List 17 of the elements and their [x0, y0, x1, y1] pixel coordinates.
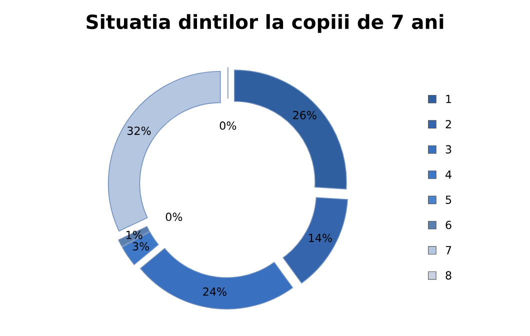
data-label: 3%	[132, 242, 150, 251]
legend-label: 4	[446, 170, 452, 179]
legend-label: 8	[446, 271, 452, 280]
legend-label: 2	[446, 120, 451, 128]
data-label: 26%	[293, 110, 316, 120]
text: 0%	[220, 121, 236, 130]
legend-label: 5	[446, 196, 452, 204]
text: 0%	[166, 212, 182, 222]
data-label: 1%	[126, 230, 142, 240]
legend-label: 7	[446, 246, 452, 254]
legend-label: 1	[446, 94, 452, 104]
legend-label: 3	[446, 145, 452, 154]
legend-label: 6	[446, 220, 452, 230]
data-label: 24%	[203, 287, 226, 296]
data-label: 32%	[128, 126, 151, 135]
data-label: 14%	[309, 234, 332, 242]
chart-title: Situatia dintilor la copiii de 7 ani	[86, 14, 444, 33]
